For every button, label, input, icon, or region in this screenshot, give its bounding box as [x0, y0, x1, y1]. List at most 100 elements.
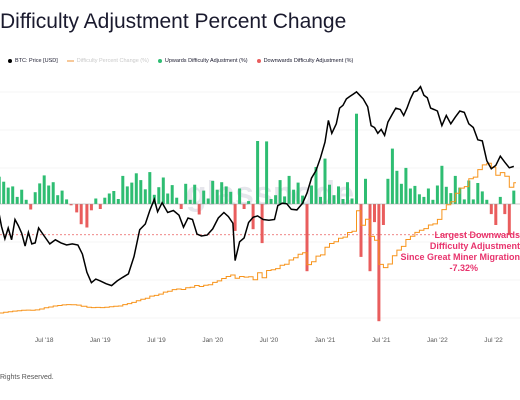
upward-adjustment-bar	[94, 198, 98, 204]
upward-adjustment-bar	[435, 185, 439, 204]
upward-adjustment-bar	[323, 158, 327, 204]
downward-adjustment-bar	[98, 204, 102, 209]
upward-adjustment-bar	[274, 195, 278, 204]
upward-adjustment-bar	[161, 177, 165, 204]
upward-adjustment-bar	[355, 113, 358, 204]
upward-adjustment-bar	[426, 188, 430, 204]
upward-adjustment-bar	[256, 141, 260, 204]
footer-copyright: Rights Reserved.	[0, 374, 54, 381]
upward-adjustment-bar	[51, 182, 55, 204]
annotation-line-2: Difficulty Adjustment	[429, 241, 520, 251]
downward-adjustment-bar	[29, 204, 33, 210]
upward-adjustment-bar	[310, 185, 313, 204]
x-tick-label: Jan '19	[90, 337, 111, 344]
upward-adjustment-bar	[157, 187, 161, 204]
upward-adjustment-bar	[193, 184, 197, 204]
annotation: Largest Downwards Difficulty Adjustment …	[400, 230, 520, 274]
upward-adjustment-bar	[341, 199, 345, 204]
upward-adjustment-bar	[476, 183, 480, 204]
upward-adjustment-bar	[319, 196, 322, 204]
downward-adjustment-bar	[233, 204, 237, 231]
chart-title: Difficulty Adjustment Percent Change	[0, 10, 347, 33]
legend-item-upwards-adjustment[interactable]: Upwards Difficulty Adjustment (%)	[157, 58, 248, 64]
upward-adjustment-bar	[444, 186, 448, 204]
legend-label-upwards-adjustment: Upwards Difficulty Adjustment (%)	[164, 58, 248, 64]
upward-adjustment-bar	[15, 196, 19, 204]
annotation-line-1: Largest Downwards	[434, 230, 520, 240]
downward-adjustment-bar	[242, 204, 246, 209]
upward-adjustment-bar	[211, 180, 215, 204]
legend-label-difficulty-change: Difficulty Percent Change (%)	[76, 58, 149, 64]
legend-item-btc-price[interactable]: BTC: Price [USD]	[8, 58, 58, 64]
upward-adjustment-bar	[449, 193, 453, 204]
upward-adjustment-bar	[269, 199, 273, 204]
upward-adjustment-bar	[47, 185, 51, 204]
upward-adjustment-bar	[287, 175, 291, 204]
upward-adjustment-bar	[220, 182, 224, 204]
upward-adjustment-bar	[107, 193, 111, 204]
upward-adjustment-bar	[215, 189, 219, 204]
upward-adjustment-bar	[229, 191, 233, 204]
upward-adjustment-bar	[413, 185, 417, 204]
upward-adjustment-bar	[184, 183, 188, 204]
legend-swatch-btc-price	[8, 59, 12, 63]
upward-adjustment-bar	[116, 199, 120, 204]
upward-adjustment-bar	[480, 191, 484, 204]
downward-adjustment-bar	[503, 204, 507, 215]
upward-adjustment-bar	[467, 180, 471, 204]
upward-adjustment-bar	[2, 181, 6, 204]
chart-plot-area: glassnode Jul '18 Jan '19 Jul '19 Jan '20 Ju…	[0, 85, 520, 344]
upward-adjustment-bar	[485, 199, 489, 204]
legend-swatch-downwards-adjustment	[256, 59, 261, 63]
upward-adjustment-bar	[224, 186, 228, 204]
chart-gridlines	[0, 91, 520, 319]
upward-adjustment-bar	[56, 195, 60, 204]
upward-adjustment-bar	[265, 141, 269, 204]
downward-adjustment-bar	[89, 204, 93, 211]
upward-adjustment-bar	[395, 170, 399, 204]
annotation-line-3: Since Great Miner Migration	[400, 252, 520, 262]
legend-item-difficulty-change[interactable]: Difficulty Percent Change (%)	[66, 58, 149, 64]
upward-adjustment-bar	[238, 188, 242, 204]
upward-adjustment-bar	[170, 185, 174, 204]
upward-adjustment-bar	[130, 182, 134, 204]
legend-swatch-upwards-adjustment	[157, 59, 162, 63]
upward-adjustment-bar	[24, 199, 28, 204]
upward-adjustment-bar	[166, 193, 170, 204]
downward-adjustment-bar	[381, 204, 385, 225]
downward-adjustment-bar	[359, 204, 363, 257]
btc-price-line	[0, 85, 515, 287]
downward-adjustment-bar	[179, 204, 183, 209]
upward-adjustment-bar	[125, 186, 129, 204]
upward-adjustment-bar	[175, 197, 179, 204]
upward-adjustment-bar	[386, 178, 390, 204]
x-tick-label: Jan '21	[315, 337, 336, 344]
upward-adjustment-bar	[301, 195, 305, 204]
upward-adjustment-bar	[431, 199, 435, 204]
upward-adjustment-bar	[328, 184, 331, 204]
x-tick-label: Jul '20	[260, 337, 279, 344]
upward-adjustment-bar	[399, 183, 403, 204]
upward-adjustment-bar	[422, 196, 426, 204]
legend-swatch-difficulty-change	[66, 60, 74, 62]
upward-adjustment-bar	[417, 194, 421, 204]
upward-adjustment-bar	[314, 167, 318, 204]
upward-adjustment-bar	[65, 199, 69, 204]
upward-adjustment-bar	[188, 199, 192, 204]
legend-item-downwards-adjustment[interactable]: Downwards Difficulty Adjustment (%)	[256, 58, 353, 64]
annotation-value: -7.32%	[449, 263, 478, 273]
downward-adjustment-bar	[305, 204, 309, 272]
upward-adjustment-bar	[134, 173, 138, 204]
upward-adjustment-bar	[512, 190, 516, 204]
downward-adjustment-bar	[75, 204, 79, 213]
downward-adjustment-bar	[507, 204, 511, 235]
upward-adjustment-bar	[458, 187, 462, 204]
upward-adjustment-bar	[337, 186, 340, 204]
upward-adjustment-bar	[292, 189, 296, 204]
upward-adjustment-bar	[206, 198, 210, 204]
upward-adjustment-bar	[296, 182, 300, 204]
upward-adjustment-bar	[139, 180, 143, 204]
upward-adjustment-bar	[278, 180, 282, 204]
chart-legend: BTC: Price [USD] Difficulty Percent Chan…	[8, 58, 353, 64]
upward-adjustment-bar	[11, 186, 15, 204]
